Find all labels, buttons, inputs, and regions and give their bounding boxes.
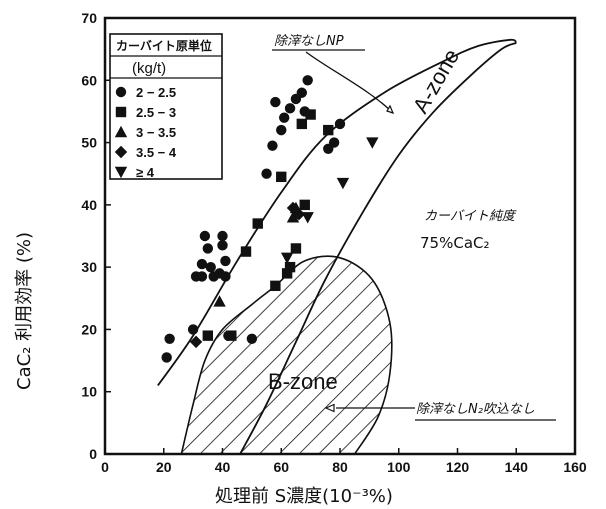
data-point-circle xyxy=(199,230,211,242)
a-zone-lower-boundary xyxy=(239,42,517,455)
data-point-circle xyxy=(278,112,290,123)
data-point-square xyxy=(240,246,252,257)
data-point-triangle-up xyxy=(286,211,300,223)
x-tick-label: 140 xyxy=(505,459,529,475)
data-point-square xyxy=(226,330,237,341)
data-point-circle xyxy=(270,96,281,108)
data-point-square xyxy=(305,109,316,120)
x-tick-label: 120 xyxy=(446,459,470,475)
data-point-triangle-up xyxy=(213,295,226,307)
data-point-circle xyxy=(261,168,272,179)
legend-marker-diamond xyxy=(114,145,128,159)
y-tick-label: 60 xyxy=(81,72,97,88)
annotation-np-leader xyxy=(305,51,394,114)
legend-title: カーバイト原単位 xyxy=(116,38,212,53)
data-point-triangle-down xyxy=(366,137,379,149)
data-point-circle xyxy=(202,243,214,254)
legend-marker-triangle-up xyxy=(114,125,128,138)
data-point-circle xyxy=(205,261,216,273)
a-zone-label: A-zone xyxy=(408,45,465,118)
annotation-purity-value: 75%CaC₂ xyxy=(420,234,490,252)
legend-marker-circle xyxy=(115,86,127,98)
x-tick-label: 100 xyxy=(387,459,411,475)
legend-label: ≥ 4 xyxy=(136,165,155,180)
y-axis-title: CaC₂ 利用効率 (%) xyxy=(14,232,35,390)
data-point-diamond xyxy=(292,208,306,221)
data-point-circle xyxy=(164,333,175,344)
annotation-n2: 除滓なしN₂吹込なし xyxy=(416,401,535,417)
annotation-np-arrow xyxy=(386,104,395,114)
annotation-purity-label: カーバイト純度 xyxy=(424,209,517,224)
data-point-square xyxy=(281,268,293,279)
legend-unit: (kg/t) xyxy=(132,60,166,77)
y-tick-label: 20 xyxy=(81,321,97,337)
data-point-diamond xyxy=(189,335,203,349)
x-axis-title: 処理前 S濃度(10⁻³%) xyxy=(215,486,393,507)
x-tick-label: 60 xyxy=(273,459,289,475)
data-point-circle xyxy=(296,87,308,98)
data-point-circle xyxy=(246,333,258,344)
legend-marker-square xyxy=(115,106,127,118)
x-tick-label: 160 xyxy=(563,459,587,475)
data-point-square xyxy=(290,243,302,254)
data-point-circle xyxy=(276,124,287,136)
data-point-square xyxy=(323,124,334,136)
legend-label: 2.5 − 3 xyxy=(136,105,176,120)
data-point-circle xyxy=(220,255,231,267)
legend-label: 3 − 3.5 xyxy=(136,125,176,140)
legend-label: 2 − 2.5 xyxy=(136,85,176,100)
data-point-circle xyxy=(187,324,199,335)
data-point-square xyxy=(296,118,308,130)
markers-layer xyxy=(161,75,379,363)
data-point-square xyxy=(252,218,263,229)
data-point-square xyxy=(276,171,287,183)
legend-box xyxy=(109,33,223,180)
ticks-layer: 0 20 40 60 80 100 120 140 160 0 10 20 30 40 50 60 70 xyxy=(81,10,586,475)
annotation-n2-arrow xyxy=(324,403,335,413)
x-tick-label: 0 xyxy=(101,459,109,475)
data-point-square xyxy=(270,280,281,292)
data-point-square xyxy=(299,199,310,211)
data-point-circle xyxy=(334,118,346,130)
data-point-circle xyxy=(161,352,172,363)
data-point-circle xyxy=(217,230,228,242)
x-tick-label: 80 xyxy=(332,459,348,475)
data-point-circle xyxy=(217,240,228,251)
data-point-circle xyxy=(220,271,231,282)
data-point-triangle-down xyxy=(301,212,314,224)
data-point-square xyxy=(202,330,214,341)
legend-entries: 2 − 2.5 2.5 − 3 3 − 3.5 3.5 − 4 ≥ 4 xyxy=(114,85,177,180)
data-point-circle xyxy=(284,103,296,114)
data-point-triangle-down xyxy=(336,177,350,190)
data-point-circle xyxy=(196,258,208,270)
y-tick-label: 70 xyxy=(81,10,97,26)
y-tick-label: 50 xyxy=(81,135,97,151)
legend-marker-triangle-down xyxy=(114,166,128,179)
y-tick-label: 0 xyxy=(89,446,97,462)
y-tick-label: 30 xyxy=(81,259,97,275)
data-point-triangle-down xyxy=(280,252,294,264)
legend-label: 3.5 − 4 xyxy=(136,145,177,160)
x-tick-label: 20 xyxy=(156,459,172,475)
data-point-circle xyxy=(267,140,278,151)
legend: カーバイト原単位 (kg/t) 2 − 2.5 2.5 − 3 3 − 3.5 3.5… xyxy=(109,33,223,180)
b-zone-label: B-zone xyxy=(268,369,338,394)
y-tick-label: 40 xyxy=(81,197,97,213)
y-tick-label: 10 xyxy=(81,384,97,400)
data-point-circle xyxy=(302,75,313,86)
data-point-square xyxy=(284,261,296,273)
x-tick-label: 40 xyxy=(215,459,231,475)
data-point-circle xyxy=(328,137,340,148)
b-zone-region xyxy=(180,255,393,455)
annotation-np: 除滓なしNP xyxy=(274,33,344,49)
data-point-circle xyxy=(196,271,208,282)
